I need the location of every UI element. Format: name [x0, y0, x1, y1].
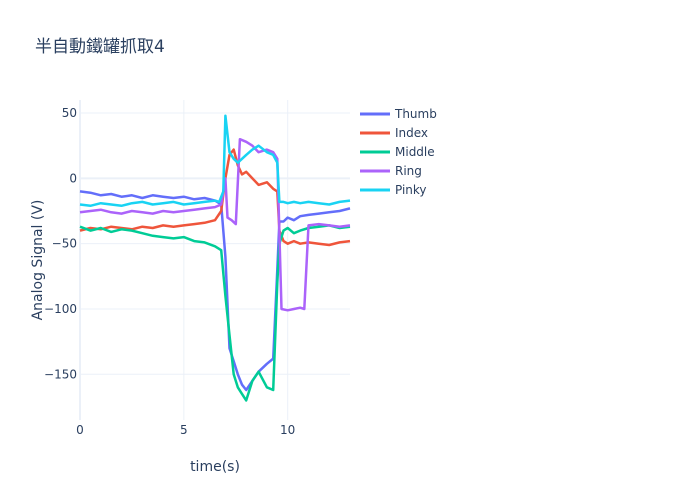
y-tick-label: 50 [62, 106, 77, 120]
series-line-pinky [79, 114, 351, 208]
legend-item-thumb[interactable]: Thumb [360, 107, 437, 121]
legend-item-ring[interactable]: Ring [360, 164, 422, 178]
y-tick-label: 0 [69, 171, 77, 185]
legend-item-middle[interactable]: Middle [360, 145, 435, 159]
x-tick-label: 5 [180, 423, 188, 437]
plot-area [79, 114, 351, 402]
legend-label: Index [395, 126, 428, 140]
legend: Thumb Index Middle Ring Pinky [360, 107, 437, 197]
legend-item-pinky[interactable]: Pinky [360, 183, 427, 197]
x-tick-label: 10 [280, 423, 295, 437]
series-line-index [79, 148, 351, 247]
grid-lines [79, 100, 350, 420]
legend-label: Pinky [395, 183, 427, 197]
x-tick-labels: 0 5 10 [76, 423, 295, 437]
x-axis-title: time(s) [190, 459, 240, 475]
legend-label: Thumb [394, 107, 437, 121]
y-tick-labels: 50 0 −50 −100 −150 [44, 106, 77, 381]
series-line-ring [79, 137, 351, 312]
y-axis-title: Analog Signal (V) [30, 200, 46, 321]
y-tick-label: −150 [44, 367, 77, 381]
legend-label: Middle [395, 145, 435, 159]
series-line-middle [79, 224, 351, 402]
series-line-thumb [79, 190, 351, 392]
x-tick-label: 0 [76, 423, 84, 437]
y-tick-label: −50 [52, 237, 77, 251]
legend-item-index[interactable]: Index [360, 126, 428, 140]
legend-label: Ring [395, 164, 422, 178]
chart-title: 半自動鐵罐抓取4 [35, 37, 165, 57]
y-tick-label: −100 [44, 302, 77, 316]
